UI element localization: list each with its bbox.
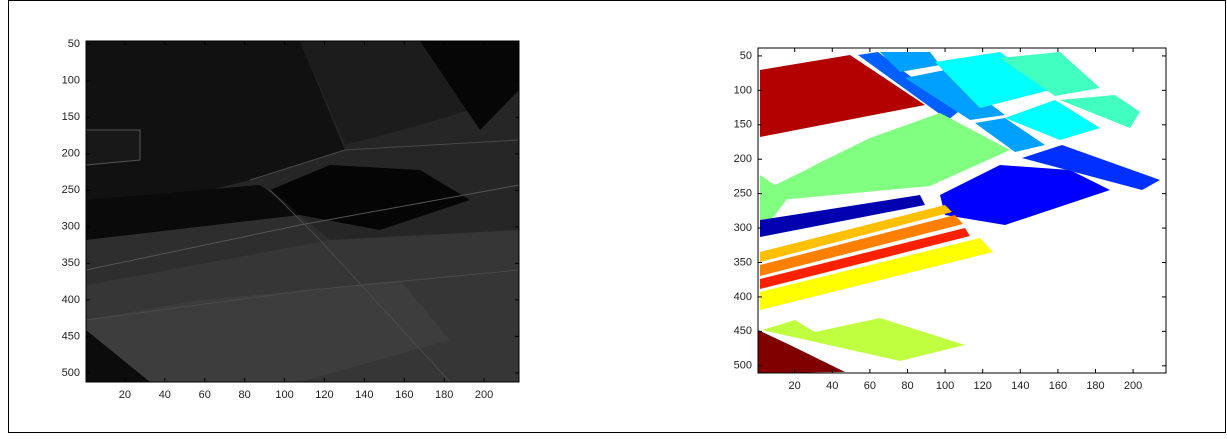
y-tick-label: 450 [62,330,80,342]
x-tick-label: 100 [275,389,293,401]
x-tick-label: 20 [789,380,801,392]
x-tick-label: 140 [355,389,373,401]
x-tick-label: 40 [826,380,838,392]
y-tick-label: 300 [734,222,752,234]
y-tick-label: 350 [734,256,752,268]
y-tick-label: 50 [740,50,752,62]
x-tick-label: 140 [1011,380,1029,392]
y-tick-label: 350 [62,257,80,269]
y-tick-label: 50 [68,38,80,50]
grayscale-image [86,41,519,382]
x-tick-label: 20 [119,389,131,401]
y-tick-label: 150 [734,119,752,131]
y-tick-label: 300 [62,221,80,233]
x-tick-label: 60 [864,380,876,392]
x-tick-label: 200 [1124,380,1142,392]
x-tick-label: 100 [936,380,954,392]
y-tick-label: 100 [734,84,752,96]
y-tick-label: 250 [62,184,80,196]
y-tick-label: 450 [734,325,752,337]
y-tick-label: 400 [734,291,752,303]
y-tick-label: 500 [734,360,752,372]
y-tick-label: 400 [62,294,80,306]
y-tick-label: 200 [734,153,752,165]
x-tick-label: 160 [395,389,413,401]
figure: 20 40 60 80 100 120 140 160 180 200 50 100 150 200 250… [0,0,1227,434]
x-tick-label: 200 [475,389,493,401]
x-tick-label: 80 [239,389,251,401]
y-tick-label: 100 [62,75,80,87]
y-tick-label: 250 [734,188,752,200]
x-tick-label: 80 [901,380,913,392]
x-tick-label: 180 [1086,380,1104,392]
y-tick-label: 500 [62,367,80,379]
x-tick-label: 120 [974,380,992,392]
class-map [758,48,1166,373]
x-tick-label: 160 [1049,380,1067,392]
y-tick-label: 150 [62,111,80,123]
y-tick-label: 200 [62,148,80,160]
x-tick-label: 180 [435,389,453,401]
x-tick-label: 60 [199,389,211,401]
x-tick-label: 40 [159,389,171,401]
x-tick-label: 120 [315,389,333,401]
